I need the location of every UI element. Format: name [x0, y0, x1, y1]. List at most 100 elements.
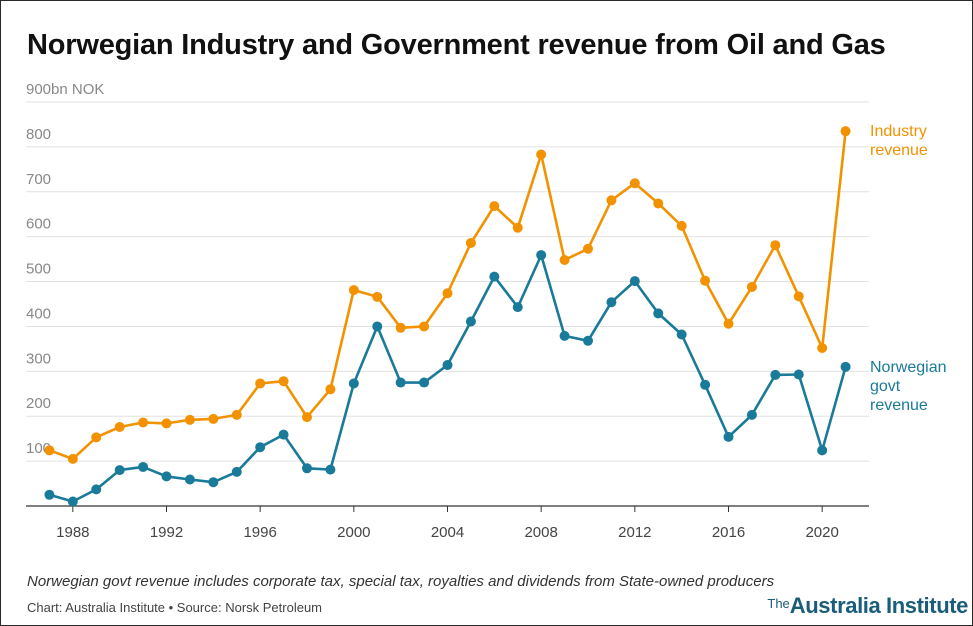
- chart-title: Norwegian Industry and Government revenu…: [27, 29, 886, 61]
- data-point: [793, 369, 804, 380]
- data-point: [559, 255, 570, 266]
- data-point: [419, 377, 430, 388]
- data-point: [583, 335, 593, 346]
- data-point: [161, 418, 172, 429]
- data-point: [606, 297, 617, 308]
- data-point: [348, 285, 359, 296]
- logo-name: Australia Institute: [789, 593, 969, 618]
- data-point: [44, 445, 55, 456]
- data-point: [255, 378, 266, 389]
- data-point: [793, 291, 804, 302]
- data-point: [629, 276, 640, 287]
- series-label: Norwegian govt revenue: [870, 359, 946, 414]
- data-point: [676, 329, 687, 340]
- chart-credits: Chart: Australia Institute • Source: Nor…: [27, 600, 323, 615]
- data-point: [676, 220, 687, 231]
- series-label-line: Norwegian: [870, 359, 946, 376]
- data-point: [231, 409, 242, 420]
- data-point: [770, 240, 781, 251]
- x-tick-label: 2000: [337, 524, 370, 541]
- data-point: [700, 275, 711, 286]
- data-point: [512, 222, 523, 233]
- data-point: [442, 360, 453, 371]
- data-point: [278, 429, 289, 440]
- y-tick-label: 800: [26, 126, 51, 143]
- data-point: [325, 464, 336, 475]
- y-unit-label: 900bn NOK: [26, 81, 104, 98]
- data-point: [489, 271, 500, 282]
- x-tick-label: 2016: [712, 524, 745, 541]
- data-point: [606, 195, 617, 206]
- data-point: [653, 198, 664, 209]
- data-point: [348, 378, 359, 389]
- data-point: [746, 409, 757, 420]
- y-tick-label: 400: [26, 305, 51, 322]
- data-point: [817, 342, 828, 353]
- data-point: [395, 322, 406, 333]
- logo-prefix: The: [767, 596, 790, 611]
- data-point: [512, 302, 523, 313]
- data-point: [114, 421, 125, 432]
- data-point: [536, 149, 547, 160]
- data-point: [184, 474, 195, 485]
- data-point: [67, 496, 78, 507]
- data-point: [840, 126, 851, 137]
- australia-institute-logo: TheAustralia Institute: [767, 593, 968, 619]
- y-tick-label: 200: [26, 395, 51, 412]
- data-point: [138, 461, 149, 472]
- data-point: [489, 201, 500, 212]
- data-point: [817, 445, 828, 456]
- y-tick-label: 100: [26, 440, 51, 457]
- series-label-line: Industry: [870, 123, 927, 140]
- x-tick-label: 2004: [431, 524, 464, 541]
- data-point: [770, 369, 781, 380]
- data-point: [91, 432, 102, 443]
- data-point: [700, 379, 711, 390]
- y-tick-label: 700: [26, 171, 51, 188]
- data-point: [395, 377, 406, 388]
- x-tick-label: 2020: [805, 524, 838, 541]
- series-label-line: govt: [870, 378, 901, 395]
- data-point: [302, 463, 312, 474]
- data-point: [629, 178, 640, 189]
- x-tick-label: 1992: [150, 524, 183, 541]
- data-point: [465, 237, 476, 248]
- data-point: [419, 321, 430, 332]
- data-point: [325, 384, 336, 395]
- data-point: [442, 288, 453, 299]
- data-point: [723, 318, 734, 329]
- x-tick-label: 2008: [524, 524, 557, 541]
- data-point: [44, 489, 55, 500]
- data-point: [559, 330, 570, 341]
- y-tick-label: 300: [26, 350, 51, 367]
- data-point: [278, 376, 289, 387]
- data-point: [653, 308, 664, 319]
- data-point: [208, 413, 219, 424]
- data-point: [208, 477, 219, 488]
- data-point: [91, 484, 102, 495]
- data-point: [138, 417, 149, 428]
- data-point: [184, 414, 195, 425]
- data-point: [583, 243, 593, 254]
- data-point: [302, 412, 312, 423]
- data-point: [723, 431, 734, 442]
- data-point: [255, 442, 266, 453]
- data-point: [536, 250, 547, 261]
- chart-note: Norwegian govt revenue includes corporat…: [27, 573, 775, 590]
- data-point: [231, 466, 242, 477]
- series-label-line: revenue: [870, 397, 928, 414]
- series-label-line: revenue: [870, 142, 928, 159]
- series-label: Industry revenue: [870, 123, 928, 159]
- data-point: [465, 316, 476, 327]
- data-point: [161, 471, 172, 482]
- y-tick-label: 600: [26, 216, 51, 233]
- data-point: [67, 453, 78, 464]
- data-point: [746, 281, 757, 292]
- data-point: [372, 291, 383, 302]
- x-tick-label: 2012: [618, 524, 651, 541]
- data-point: [114, 465, 125, 476]
- data-point: [372, 321, 383, 332]
- x-tick-label: 1988: [56, 524, 89, 541]
